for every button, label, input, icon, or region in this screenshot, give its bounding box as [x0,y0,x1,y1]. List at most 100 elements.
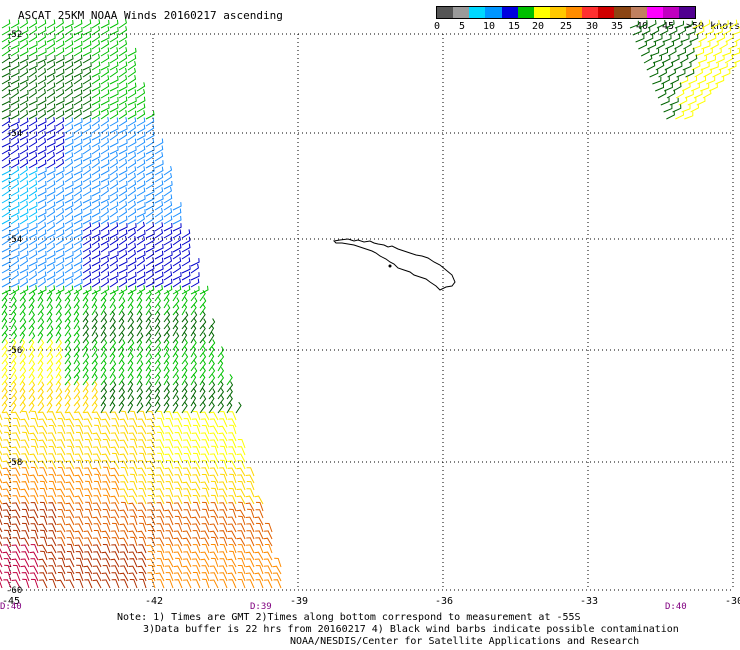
wind-barb [92,579,102,589]
wind-barb [0,580,3,589]
wind-barb [663,83,673,92]
wind-barb [10,201,20,211]
wind-barb [37,395,44,407]
wind-barb [38,439,48,449]
wind-barb [76,557,84,568]
wind-barb [172,272,182,281]
wind-barb [29,460,39,470]
wind-barb [101,418,111,428]
wind-barb [146,418,156,428]
wind-barb [19,236,29,246]
wind-barb [145,290,152,302]
wind-barb [163,215,173,225]
wind-barb [19,194,29,204]
wind-barb [55,40,65,50]
wind-barb [211,487,219,498]
wind-barb [181,271,191,281]
wind-barb [136,373,143,386]
wind-barb [19,311,26,323]
wind-barb [154,187,164,197]
wind-barb [111,537,120,547]
wind-barb [127,380,134,393]
wind-barb [55,359,62,372]
wind-barb [111,579,120,589]
wind-barb [687,97,697,106]
wind-barb [65,474,75,484]
wind-barb [700,83,710,92]
wind-barb [100,116,110,127]
wind-barb [55,324,62,337]
wind-barb [136,138,146,148]
wind-barb [64,290,72,302]
wind-barb [199,373,206,386]
wind-barb [229,508,237,519]
wind-barb [163,208,173,218]
wind-barb [146,460,156,470]
wind-barb [163,172,173,183]
wind-barb [19,180,29,190]
wind-barb [210,536,219,547]
wind-barb [73,159,83,169]
wind-barb [228,432,237,442]
colorbar-label: 0 [434,21,441,32]
wind-barb [46,395,53,407]
wind-barb [1,89,11,99]
wind-barb [146,432,156,442]
wind-barb [82,264,92,274]
wind-barb [48,480,57,491]
wind-barb [37,353,44,365]
wind-barb [64,138,74,148]
wind-barb [75,431,84,442]
wind-barb [118,317,125,330]
wind-barb [48,502,57,512]
wind-barb [237,530,246,540]
wind-barb [73,373,80,386]
wind-barb [84,453,93,463]
wind-barb [0,413,3,421]
wind-barb [709,62,719,71]
wind-barb [254,558,264,568]
wind-barb [146,467,156,477]
wind-barb [172,297,180,309]
wind-barb [201,572,210,582]
wind-barb [154,222,164,232]
wind-barb [73,33,83,43]
wind-barb [91,201,101,211]
wind-barb [227,537,237,547]
colorbar-segment [469,7,486,18]
wind-barb [75,439,84,449]
wind-barb [681,82,691,92]
wind-barb [28,159,38,169]
wind-barb [190,387,197,400]
wind-barb [0,478,3,484]
wind-barb [64,173,74,183]
wind-barb [30,578,39,589]
wind-barb [19,81,28,92]
wind-barb [46,201,56,211]
wind-barb [73,278,83,288]
wind-barb [100,311,107,323]
wind-barb [64,243,74,253]
wind-barb [667,47,677,57]
wind-barb [92,432,102,442]
wind-barb [653,34,663,43]
wind-barb [181,381,189,393]
wind-barb [136,180,146,190]
wind-barb [209,565,219,575]
wind-barb [190,290,198,302]
wind-barb [55,187,65,197]
wind-barb [199,360,207,372]
wind-barb [102,446,111,456]
wind-barb [37,339,45,351]
wind-barb [109,146,119,155]
wind-barb [118,166,128,176]
wind-barb [19,387,26,400]
wind-barb [119,460,129,470]
wind-barb [83,411,93,421]
wind-barb [154,264,164,274]
wind-barb [1,61,11,71]
colorbar-label: 25 [560,21,573,32]
wind-barb [21,410,30,421]
wind-barb [693,90,703,99]
wind-barb [139,578,147,589]
